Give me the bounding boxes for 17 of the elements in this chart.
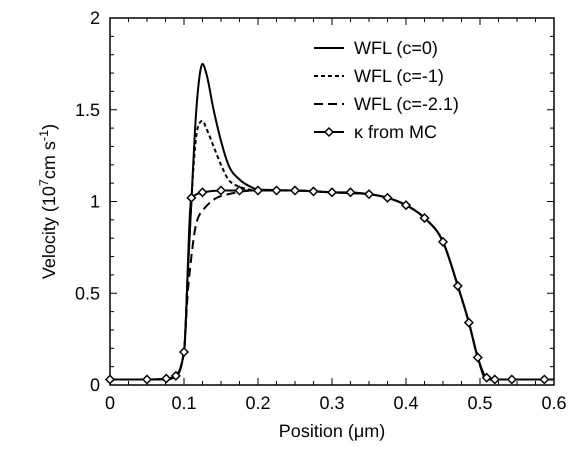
x-tick-label: 0.2: [245, 393, 271, 413]
y-tick-label: 0: [90, 375, 100, 395]
legend-label: κ from MC: [354, 122, 437, 142]
x-axis-title: Position (μm): [278, 421, 386, 441]
legend-label: WFL (c=-1): [354, 66, 444, 86]
x-tick-label: 0: [104, 393, 116, 413]
x-tick-label: 0.6: [541, 393, 567, 413]
y-tick-label: 2: [90, 8, 100, 28]
y-tick-label: 1: [90, 192, 100, 212]
legend-label: WFL (c=0): [354, 38, 438, 58]
x-tick-label: 0.1: [171, 393, 197, 413]
x-tick-label: 0.4: [393, 393, 419, 413]
legend-label: WFL (c=-2.1): [354, 94, 459, 114]
x-tick-label: 0.3: [319, 393, 345, 413]
x-tick-label: 0.5: [467, 393, 493, 413]
y-tick-label: 1.5: [74, 100, 100, 120]
y-tick-label: 0.5: [74, 283, 100, 304]
